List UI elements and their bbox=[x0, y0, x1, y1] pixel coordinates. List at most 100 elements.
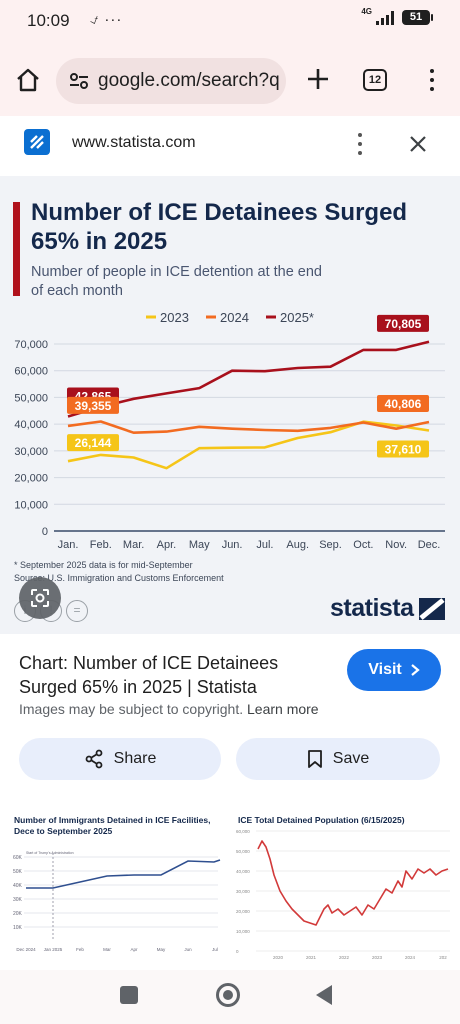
statista-mark-icon bbox=[418, 597, 445, 620]
data-label: 26,144 bbox=[75, 436, 112, 450]
url-text: google.com/search?q bbox=[98, 70, 280, 91]
related-image-2[interactable]: ICE Total Detained Population (6/15/2025… bbox=[234, 809, 451, 969]
thumb-x-tick: 2024 bbox=[405, 955, 416, 960]
y-tick-label: 0 bbox=[42, 526, 48, 538]
thumb-y-tick: 10K bbox=[13, 925, 23, 931]
thumb-x-tick: Apr bbox=[130, 947, 138, 952]
more-options-icon[interactable] bbox=[352, 133, 368, 155]
notification-icons: ⍻ ··· bbox=[90, 11, 123, 28]
x-tick-label: Sep. bbox=[319, 539, 342, 551]
new-tab-icon[interactable] bbox=[303, 64, 333, 94]
home-nav-icon[interactable] bbox=[216, 983, 240, 1007]
site-settings-icon[interactable] bbox=[68, 70, 90, 92]
thumb-x-tick: 2020 bbox=[273, 955, 284, 960]
data-label: 39,355 bbox=[75, 399, 112, 413]
home-icon[interactable] bbox=[14, 66, 42, 94]
thumb-y-tick: 60,000 bbox=[236, 829, 250, 834]
thumb-y-tick: 50K bbox=[13, 869, 23, 875]
thumb-y-tick: 40,000 bbox=[236, 869, 250, 874]
y-tick-label: 50,000 bbox=[14, 392, 48, 404]
y-tick-label: 30,000 bbox=[14, 446, 48, 458]
lens-search-button[interactable] bbox=[19, 577, 61, 619]
x-tick-label: Mar. bbox=[123, 539, 144, 551]
thumb-x-tick: 202 bbox=[439, 955, 447, 960]
copyright-note: Images may be subject to copyright. Lear… bbox=[19, 701, 319, 717]
x-tick-label: Dec. bbox=[418, 539, 441, 551]
thumb-y-tick: 10,000 bbox=[236, 929, 250, 934]
y-tick-label: 20,000 bbox=[14, 473, 48, 485]
system-nav-bar bbox=[0, 970, 460, 1024]
thumb-series-line bbox=[257, 840, 449, 926]
close-icon[interactable] bbox=[406, 132, 430, 156]
status-time: 10:09 bbox=[27, 11, 70, 30]
thumb-y-tick: 30,000 bbox=[236, 889, 250, 894]
series-line-2025 bbox=[67, 340, 430, 418]
bookmark-icon bbox=[307, 750, 322, 768]
thumb-annotation: Start of Trump's Administration bbox=[26, 851, 74, 855]
thumb-y-tick: 0 bbox=[236, 949, 239, 954]
related-chart-2: 60,000 50,000 40,000 30,000 20,000 10,000 0 202… bbox=[236, 829, 450, 960]
x-tick-label: Jan. bbox=[58, 539, 79, 551]
thumb-x-tick: Dec 2024 bbox=[16, 947, 36, 952]
legend-label: 2024 bbox=[220, 310, 249, 325]
result-title[interactable]: Chart: Number of ICE Detainees Surged 65… bbox=[19, 653, 279, 697]
browser-toolbar: google.com/search?q 12 bbox=[0, 44, 460, 116]
visit-button[interactable]: Visit bbox=[347, 649, 441, 691]
legend-label: 2025* bbox=[280, 310, 314, 325]
site-domain[interactable]: www.statista.com bbox=[72, 134, 196, 151]
thumb-y-tick: 30K bbox=[13, 897, 23, 903]
related-image-1[interactable]: Number of Immigrants Detained in ICE Fac… bbox=[10, 809, 225, 969]
thumb-y-tick: 40K bbox=[13, 883, 23, 889]
thumb-y-tick: 20K bbox=[13, 911, 23, 917]
visit-label: Visit bbox=[368, 661, 402, 678]
thumb-series-line bbox=[26, 859, 221, 889]
address-bar[interactable]: google.com/search?q bbox=[56, 58, 286, 104]
battery-icon: 51 bbox=[402, 10, 433, 25]
x-tick-label: Nov. bbox=[385, 539, 407, 551]
thumb-y-tick: 50,000 bbox=[236, 849, 250, 854]
x-tick-label: May bbox=[189, 539, 210, 551]
thumb-x-tick: Feb bbox=[76, 947, 84, 952]
legend-label: 2023 bbox=[160, 310, 189, 325]
related-title-2: ICE Total Detained Population (6/15/2025… bbox=[238, 815, 405, 825]
recents-icon[interactable] bbox=[120, 986, 138, 1004]
save-button[interactable]: Save bbox=[236, 738, 440, 780]
save-label: Save bbox=[332, 750, 370, 767]
data-label: 70,805 bbox=[385, 317, 422, 331]
x-tick-label: Jul. bbox=[256, 539, 273, 551]
copyright-text: Images may be subject to copyright. bbox=[19, 701, 244, 717]
learn-more-link[interactable]: Learn more bbox=[247, 701, 319, 717]
related-chart-1: 60K 50K 40K 30K 20K 10K Start of Trump's Admin… bbox=[13, 851, 221, 952]
data-label: 40,806 bbox=[385, 397, 422, 411]
share-button[interactable]: Share bbox=[19, 738, 221, 780]
thumb-x-tick: Mar bbox=[103, 947, 111, 952]
line-chart: 0 10,000 20,000 30,000 40,000 50,000 60,000 70,… bbox=[14, 310, 445, 551]
share-label: Share bbox=[113, 750, 157, 767]
thumb-x-tick: 2022 bbox=[339, 955, 350, 960]
data-label-box bbox=[377, 314, 429, 332]
data-label: 37,610 bbox=[385, 443, 422, 457]
chart-subtitle: Number of people in ICE detention at the… bbox=[31, 264, 322, 299]
title-accent-bar bbox=[13, 202, 20, 296]
thumb-x-tick: Jan 2025 bbox=[44, 947, 63, 952]
x-tick-label: Oct. bbox=[353, 539, 373, 551]
data-label-box bbox=[67, 434, 119, 452]
chart-title: Number of ICE Detainees Surged 65% in 20… bbox=[31, 199, 408, 255]
image-preview[interactable]: Number of ICE Detainees Surged 65% in 20… bbox=[0, 176, 460, 634]
data-label-box bbox=[377, 440, 429, 458]
x-tick-label: Apr. bbox=[157, 539, 177, 551]
y-tick-label: 10,000 bbox=[14, 499, 48, 511]
data-label-box bbox=[377, 394, 429, 412]
thumb-x-tick: Jul bbox=[212, 947, 218, 952]
status-bar: 10:09 ⍻ ··· 4G 51 bbox=[0, 0, 460, 44]
back-icon[interactable] bbox=[316, 985, 332, 1005]
statista-favicon-icon bbox=[24, 129, 50, 155]
statista-wordmark: statista bbox=[330, 594, 414, 622]
thumb-x-tick: 2021 bbox=[306, 955, 317, 960]
browser-menu-icon[interactable] bbox=[424, 66, 440, 94]
tab-switcher-button[interactable]: 12 bbox=[363, 69, 387, 91]
y-tick-label: 60,000 bbox=[14, 366, 48, 378]
x-tick-label: Feb. bbox=[90, 539, 112, 551]
x-tick-label: Jun. bbox=[222, 539, 243, 551]
thumb-x-tick: May bbox=[157, 947, 166, 952]
